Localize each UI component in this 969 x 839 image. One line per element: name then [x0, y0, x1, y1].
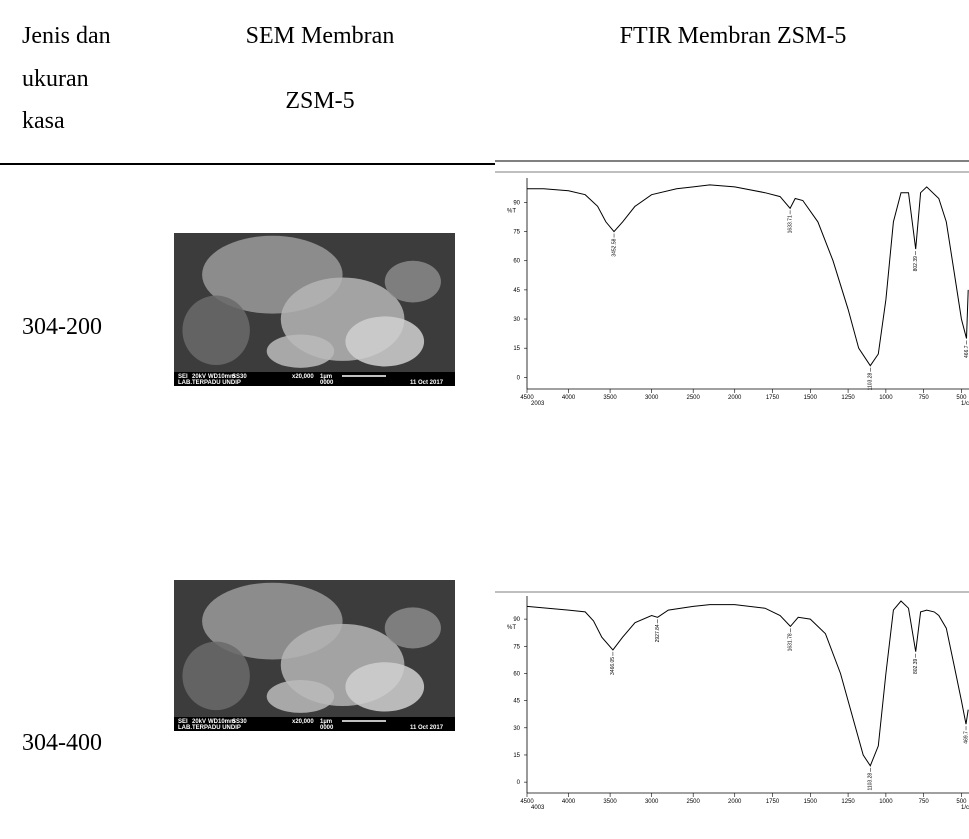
sem-caption: 11 Oct 2017 [410, 380, 444, 386]
x-tick-label: 4500 [520, 395, 534, 401]
sem-caption: 1µm [320, 374, 332, 380]
peak-label: 469.7 [963, 731, 969, 744]
peak-label: 1633.71 [787, 215, 793, 233]
sem-caption: 1µm [320, 719, 332, 725]
x-tick-label: 500 [956, 395, 967, 401]
spectrum-line [526, 600, 969, 767]
sem-caption: x20,000 [292, 374, 314, 380]
chart-note: 2003 [531, 401, 545, 407]
sem-caption: x20,000 [292, 719, 314, 725]
sem-caption: SEI [178, 374, 188, 380]
header-text: ukuran [22, 66, 89, 92]
peak-label: 2927.84 [655, 624, 661, 642]
x-tick-label: 2500 [687, 799, 701, 805]
x-tick-label: 1000 [879, 395, 893, 401]
y-tick-label: 0 [517, 780, 521, 786]
x-tick-label: 500 [956, 799, 967, 805]
peak-label: 802.39 [913, 659, 919, 675]
sem-caption: SS30 [232, 374, 247, 380]
sem-caption: LAB.TERPADU UNDIP [178, 725, 241, 731]
ftir-chart: 0 15 30 45 60 75 90 %T 4500 4000 3500 3000 2500 2000 1… [495, 171, 969, 407]
x-tick-label: 4000 [562, 395, 576, 401]
sem-particle [266, 680, 335, 713]
sem-caption: 0000 [320, 380, 334, 386]
sem-caption: WD10mm [208, 719, 235, 725]
y-tick-label: 15 [513, 346, 520, 352]
header-text: FTIR Membran ZSM-5 [620, 23, 847, 49]
y-tick-label: 45 [513, 288, 520, 294]
y-tick-label: 90 [513, 200, 520, 206]
x-tick-label: 750 [919, 395, 930, 401]
y-tick-label: 30 [513, 317, 520, 323]
sem-particle [345, 662, 425, 712]
x-tick-label: 3000 [645, 395, 659, 401]
sem-particle [266, 334, 335, 368]
x-tick-label: 1500 [804, 395, 818, 401]
peak-label: 466.7 [964, 345, 969, 358]
y-tick-label: 30 [513, 726, 520, 732]
x-tick-label: 1500 [804, 799, 818, 805]
sem-particle [182, 641, 250, 711]
peak-label: 3466.05 [610, 657, 616, 675]
x-axis-label: 1/cm [961, 401, 969, 407]
y-tick-label: 0 [517, 375, 521, 381]
x-tick-label: 3000 [645, 799, 659, 805]
y-tick-label: 75 [513, 230, 520, 236]
y-tick-label: 90 [513, 617, 520, 623]
sem-caption: 0000 [320, 725, 334, 731]
y-tick-label: 60 [513, 671, 520, 677]
y-tick-label: 75 [513, 644, 520, 650]
sem-caption: 20kV [192, 374, 206, 380]
header-text: Jenis dan [22, 23, 111, 49]
chart-note: 4003 [531, 805, 545, 811]
sem-particle [384, 260, 441, 303]
x-tick-label: 750 [919, 799, 930, 805]
header-text: SEM Membran [246, 23, 395, 49]
x-tick-label: 4500 [520, 799, 534, 805]
peak-label: 3452.58 [611, 238, 617, 256]
peak-label: 1103.28 [868, 773, 874, 791]
peak-label: 1103.28 [868, 372, 874, 390]
sem-caption: SS30 [232, 719, 247, 725]
sem-caption: LAB.TERPADU UNDIP [178, 380, 241, 386]
peak-label: 802.39 [913, 256, 919, 272]
y-tick-label: 45 [513, 699, 520, 705]
row-label: 304-400 [22, 730, 102, 756]
header-text: ZSM-5 [285, 88, 354, 114]
x-axis-label: 1/cm [961, 805, 969, 811]
y-axis-label: %T [507, 625, 516, 631]
x-tick-label: 2500 [687, 395, 701, 401]
y-tick-label: 60 [513, 259, 520, 265]
y-axis-label: %T [507, 208, 516, 214]
row-label: 304-200 [22, 314, 102, 340]
x-tick-label: 1000 [879, 799, 893, 805]
sem-caption: SEI [178, 719, 188, 725]
sem-particle [384, 607, 441, 649]
sem-caption: WD10mm [208, 374, 235, 380]
sem-caption: 11 Oct 2017 [410, 725, 444, 731]
sem-particle [345, 316, 425, 367]
x-tick-label: 2000 [728, 799, 742, 805]
x-tick-label: 1750 [766, 395, 780, 401]
y-tick-label: 15 [513, 753, 520, 759]
x-tick-label: 2000 [728, 395, 742, 401]
x-tick-label: 3500 [603, 799, 617, 805]
x-tick-label: 1250 [841, 395, 855, 401]
x-tick-label: 4000 [562, 799, 576, 805]
ftir-chart: 0 15 30 45 60 75 90 %T 4500 4000 3500 3000 2500 2000 1… [495, 591, 969, 811]
sem-caption: 20kV [192, 719, 206, 725]
x-tick-label: 1750 [766, 799, 780, 805]
spectrum-line [527, 184, 969, 367]
x-tick-label: 1250 [841, 799, 855, 805]
peak-label: 1631.78 [788, 633, 794, 651]
sem-particle [182, 295, 250, 366]
header-text: kasa [22, 108, 65, 134]
x-tick-label: 3500 [603, 395, 617, 401]
